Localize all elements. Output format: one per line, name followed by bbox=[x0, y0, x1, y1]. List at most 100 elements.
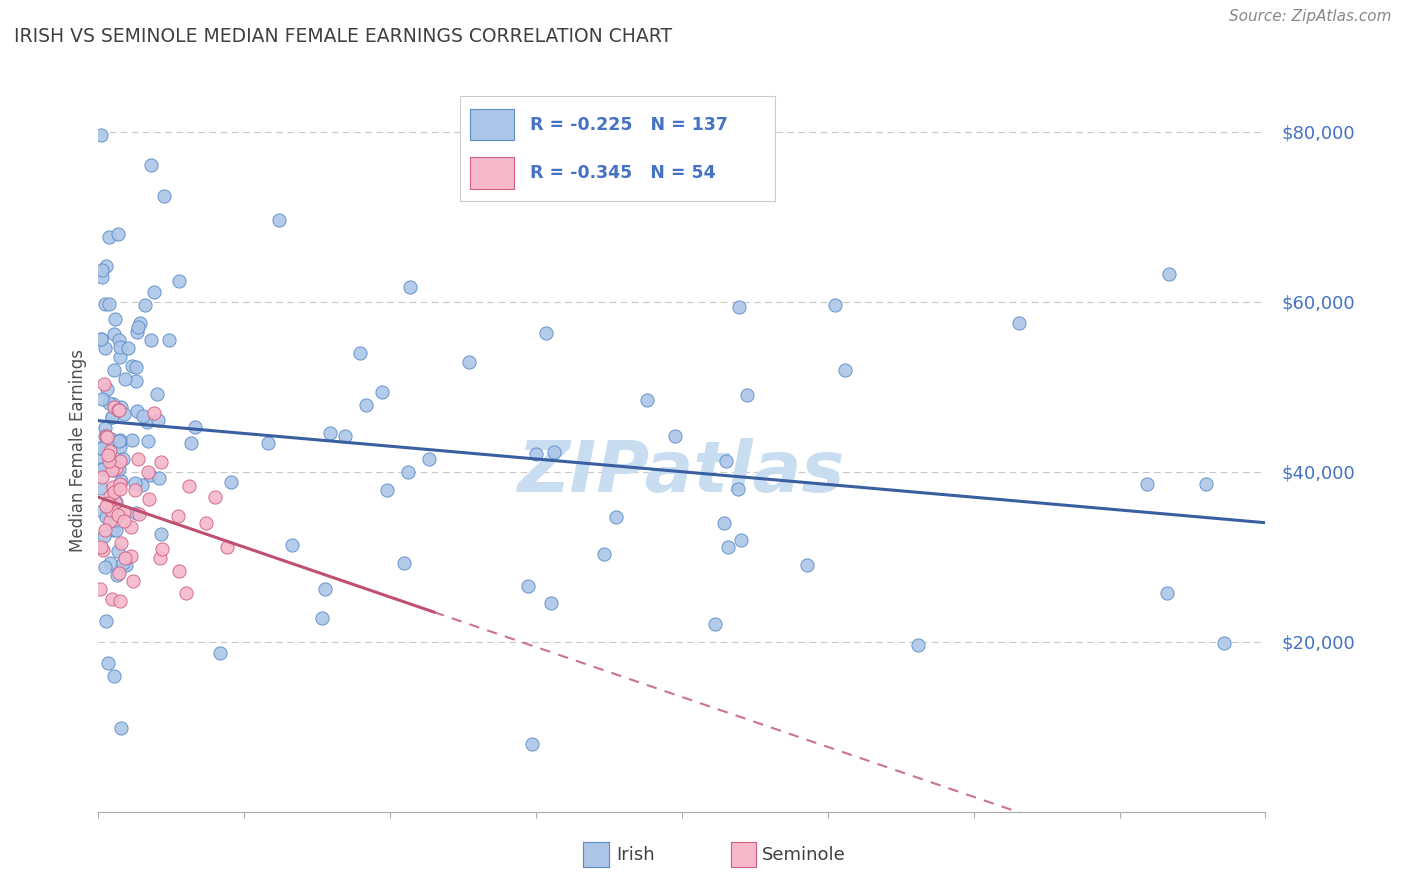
Point bbox=[89, 441, 111, 455]
Point bbox=[90, 128, 112, 142]
Point bbox=[98, 489, 121, 503]
Point bbox=[93, 376, 115, 391]
Point bbox=[108, 477, 131, 491]
Point bbox=[703, 617, 725, 632]
Point bbox=[139, 467, 162, 482]
Point bbox=[91, 270, 114, 285]
Point bbox=[520, 737, 543, 751]
Point bbox=[143, 285, 166, 299]
Point bbox=[125, 506, 148, 520]
Point bbox=[107, 508, 129, 523]
Point bbox=[94, 559, 117, 574]
Point bbox=[114, 371, 136, 385]
Point bbox=[714, 454, 737, 468]
Point bbox=[150, 542, 173, 557]
Text: IRISH VS SEMINOLE MEDIAN FEMALE EARNINGS CORRELATION CHART: IRISH VS SEMINOLE MEDIAN FEMALE EARNINGS… bbox=[14, 27, 672, 45]
Point bbox=[90, 461, 112, 475]
Point bbox=[136, 415, 159, 429]
Point bbox=[112, 505, 135, 519]
Point bbox=[96, 382, 118, 396]
Point bbox=[717, 540, 740, 554]
Point bbox=[269, 212, 291, 227]
Point bbox=[157, 333, 180, 347]
Point bbox=[105, 567, 128, 582]
Point bbox=[98, 514, 121, 528]
Point bbox=[125, 359, 148, 374]
Point bbox=[90, 332, 112, 346]
Point bbox=[108, 433, 131, 447]
Point bbox=[97, 449, 120, 463]
Point bbox=[94, 297, 117, 311]
Point bbox=[128, 316, 150, 330]
Point bbox=[121, 359, 143, 373]
Point bbox=[89, 450, 111, 464]
Point bbox=[103, 485, 125, 500]
Point bbox=[105, 461, 128, 475]
Point bbox=[204, 491, 226, 505]
Point bbox=[152, 189, 174, 203]
Point bbox=[90, 541, 112, 555]
Point bbox=[94, 429, 117, 443]
Point bbox=[117, 341, 139, 355]
Point bbox=[131, 477, 153, 491]
Point bbox=[195, 516, 218, 530]
Text: ZIPatlas: ZIPatlas bbox=[519, 438, 845, 507]
Point bbox=[146, 387, 169, 401]
Point bbox=[120, 520, 142, 534]
Point bbox=[107, 566, 129, 580]
Point bbox=[94, 428, 117, 442]
Point bbox=[319, 425, 342, 440]
Point bbox=[104, 495, 127, 509]
Point bbox=[311, 610, 333, 624]
Point bbox=[93, 543, 115, 558]
Point bbox=[110, 400, 132, 414]
Point bbox=[727, 482, 749, 496]
Point bbox=[392, 557, 415, 571]
Point bbox=[90, 263, 112, 277]
Point bbox=[524, 447, 547, 461]
Point bbox=[180, 436, 202, 450]
Point bbox=[314, 582, 336, 596]
Point bbox=[110, 536, 132, 550]
Point bbox=[534, 326, 557, 340]
Point bbox=[97, 496, 120, 510]
Point bbox=[94, 500, 117, 514]
Point bbox=[664, 429, 686, 443]
Point bbox=[94, 341, 117, 355]
Point bbox=[110, 721, 132, 735]
Point bbox=[98, 297, 121, 311]
Text: Seminole: Seminole bbox=[762, 846, 846, 863]
Point bbox=[104, 513, 127, 527]
Point bbox=[108, 594, 131, 608]
Point bbox=[90, 470, 112, 484]
Point bbox=[108, 434, 131, 449]
Point bbox=[727, 300, 749, 314]
Point bbox=[593, 547, 616, 561]
Point bbox=[108, 350, 131, 364]
Point bbox=[138, 492, 160, 507]
Point bbox=[111, 451, 134, 466]
Point bbox=[98, 230, 121, 244]
Point bbox=[730, 533, 752, 548]
Point bbox=[89, 582, 111, 596]
Point bbox=[208, 646, 231, 660]
Point bbox=[107, 403, 129, 417]
Point bbox=[101, 396, 124, 410]
Point bbox=[637, 392, 659, 407]
Text: Irish: Irish bbox=[616, 846, 654, 863]
Point bbox=[110, 482, 132, 496]
Point bbox=[107, 227, 129, 241]
Point bbox=[104, 312, 127, 326]
Point bbox=[100, 432, 122, 446]
Point bbox=[101, 463, 124, 477]
Point bbox=[94, 523, 117, 537]
Point bbox=[1136, 476, 1159, 491]
Point bbox=[94, 421, 117, 435]
Point bbox=[112, 515, 135, 529]
Point bbox=[121, 574, 143, 588]
Point bbox=[1213, 636, 1236, 650]
Point bbox=[221, 475, 243, 489]
Point bbox=[114, 551, 136, 566]
Point bbox=[796, 558, 818, 572]
Point bbox=[96, 614, 118, 628]
